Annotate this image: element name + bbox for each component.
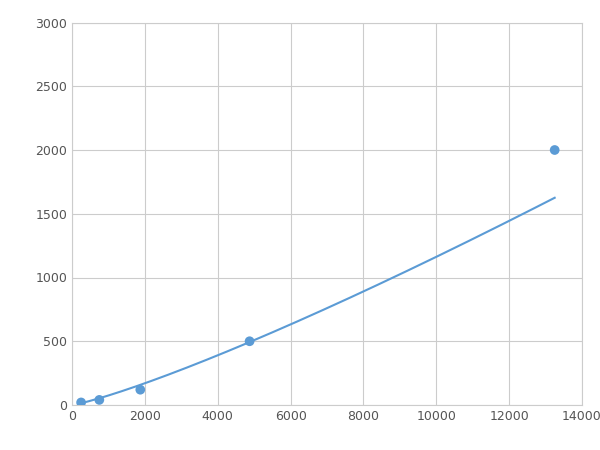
Point [76, 399, 86, 406]
Point [95, 396, 104, 404]
Point [245, 338, 254, 345]
Point [550, 146, 559, 153]
Point [136, 386, 145, 393]
